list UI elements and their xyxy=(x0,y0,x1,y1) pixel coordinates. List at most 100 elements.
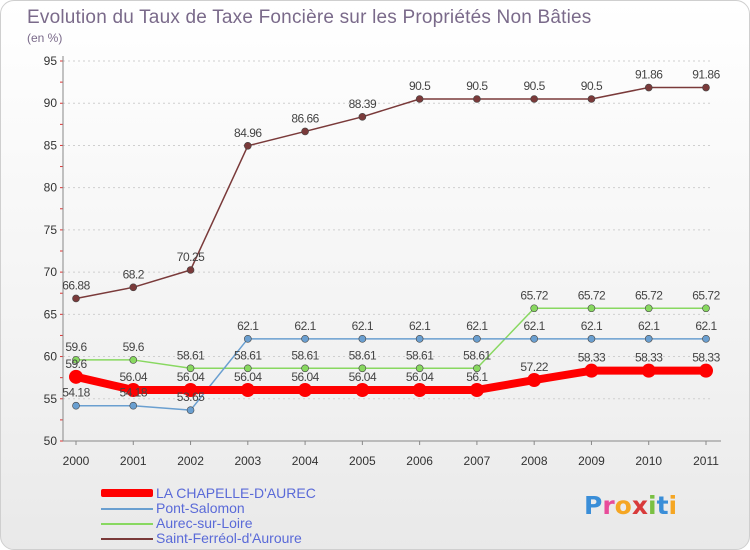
data-label: 56.1 xyxy=(466,370,488,384)
data-label: 58.33 xyxy=(692,351,720,365)
y-tick-label: 80 xyxy=(44,181,58,195)
series-line xyxy=(75,338,707,411)
data-label: 65.72 xyxy=(520,288,548,302)
data-label: 56.04 xyxy=(349,370,377,384)
data-point xyxy=(473,95,481,103)
data-point xyxy=(699,363,713,378)
y-tick-label: 75 xyxy=(44,223,58,237)
data-label: 86.66 xyxy=(291,111,319,125)
x-tick-label: 2004 xyxy=(292,454,319,468)
x-tick-label: 2000 xyxy=(63,454,90,468)
legend-swatch xyxy=(101,508,153,510)
x-tick-label: 2006 xyxy=(406,454,433,468)
data-label: 68.2 xyxy=(123,267,145,281)
data-point xyxy=(244,335,252,343)
data-point xyxy=(587,335,596,343)
data-label: 58.61 xyxy=(177,348,205,362)
data-label: 54.18 xyxy=(62,386,90,400)
data-label: 90.5 xyxy=(581,79,603,93)
data-label: 65.72 xyxy=(692,288,720,302)
data-point xyxy=(530,335,538,343)
y-tick-label: 60 xyxy=(44,350,58,364)
proxiti-logo: Proxiti xyxy=(584,491,678,520)
data-point xyxy=(469,382,484,397)
legend-label: LA CHAPELLE-D'AUREC xyxy=(156,485,316,501)
data-point xyxy=(530,304,538,313)
data-label: 58.61 xyxy=(234,348,262,362)
data-label: 58.61 xyxy=(406,348,434,362)
data-label: 62.1 xyxy=(524,319,546,333)
data-point xyxy=(358,364,367,373)
data-label: 70.25 xyxy=(177,250,205,264)
data-point xyxy=(186,406,195,414)
x-tick-label: 2003 xyxy=(234,454,261,468)
data-point xyxy=(298,382,313,397)
data-point xyxy=(702,83,710,92)
data-point xyxy=(584,363,599,378)
data-point xyxy=(129,356,138,364)
legend-label: Aurec-sur-Loire xyxy=(156,515,253,531)
data-label: 62.1 xyxy=(352,319,374,333)
data-point xyxy=(415,95,424,103)
data-label: 62.1 xyxy=(581,319,603,333)
data-point xyxy=(240,382,255,397)
series-line xyxy=(75,307,707,370)
data-label: 58.33 xyxy=(635,351,663,365)
data-label: 59.6 xyxy=(123,340,145,354)
data-point xyxy=(644,83,653,92)
data-point xyxy=(69,369,83,384)
data-point xyxy=(473,335,481,343)
data-point xyxy=(183,382,198,397)
y-tick-label: 55 xyxy=(44,392,58,406)
chart-subtitle: (en %) xyxy=(27,31,63,45)
data-point xyxy=(412,382,427,397)
data-label: 90.5 xyxy=(409,79,431,93)
data-point xyxy=(702,304,710,313)
data-point xyxy=(587,95,596,103)
y-tick-label: 70 xyxy=(44,265,58,279)
data-label: 54.18 xyxy=(120,386,148,400)
data-label: 62.1 xyxy=(466,319,488,333)
data-point xyxy=(415,335,424,343)
data-point xyxy=(72,356,80,364)
x-tick-label: 2010 xyxy=(635,454,662,468)
y-tick-label: 90 xyxy=(44,96,58,110)
data-label: 62.1 xyxy=(237,319,259,333)
data-point xyxy=(358,335,367,343)
data-label: 66.88 xyxy=(62,278,90,292)
data-point xyxy=(644,335,653,343)
x-tick-label: 2007 xyxy=(464,454,491,468)
data-label: 62.1 xyxy=(409,319,431,333)
data-point xyxy=(244,364,252,373)
data-label: 62.1 xyxy=(695,319,717,333)
data-point xyxy=(186,266,195,274)
data-point xyxy=(244,141,252,150)
data-label: 58.33 xyxy=(578,351,606,365)
legend-swatch xyxy=(101,523,153,525)
data-point xyxy=(126,382,141,397)
data-label: 59.6 xyxy=(65,357,87,371)
data-point xyxy=(129,401,138,410)
data-label: 58.61 xyxy=(349,348,377,362)
data-label: 62.1 xyxy=(638,319,660,333)
data-point xyxy=(473,364,481,373)
x-tick-label: 2002 xyxy=(177,454,204,468)
x-tick-label: 2008 xyxy=(521,454,548,468)
data-label: 56.04 xyxy=(291,370,319,384)
x-tick-label: 2001 xyxy=(120,454,147,468)
data-point xyxy=(301,127,309,136)
data-point xyxy=(358,113,367,121)
data-point xyxy=(644,304,653,313)
data-label: 53.65 xyxy=(177,390,205,404)
legend-label: Pont-Salomon xyxy=(156,500,245,516)
data-point xyxy=(702,335,710,343)
data-label: 58.61 xyxy=(463,348,491,362)
data-label: 58.61 xyxy=(291,348,319,362)
data-point xyxy=(355,382,370,397)
data-label: 56.04 xyxy=(177,370,205,384)
data-point xyxy=(415,364,424,373)
data-point xyxy=(530,95,538,103)
x-tick-label: 2009 xyxy=(578,454,605,468)
data-label: 88.39 xyxy=(349,97,377,111)
